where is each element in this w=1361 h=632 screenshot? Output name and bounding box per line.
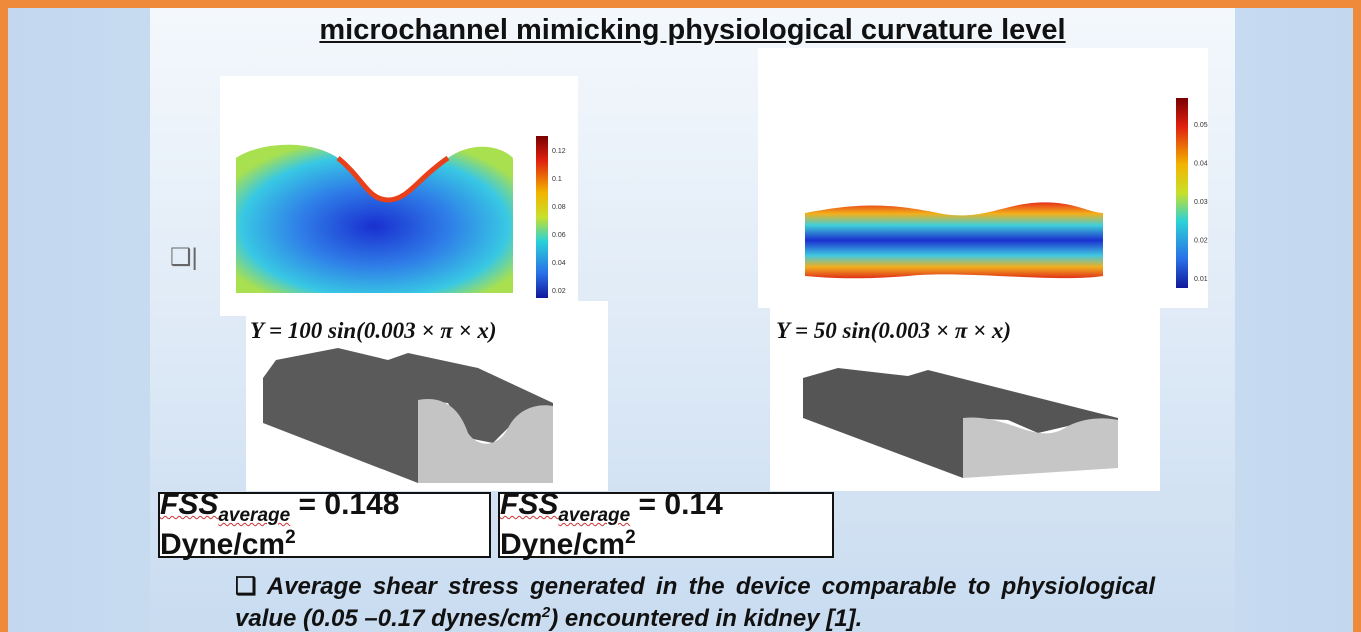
colorbar-label: 0.06: [552, 232, 566, 239]
superscript: 2: [542, 604, 550, 621]
colorbar-label: 0.04: [552, 260, 566, 267]
superscript: 2: [285, 527, 296, 548]
colorbar-label: 0.08: [552, 204, 566, 211]
subscript: average: [218, 505, 290, 526]
colorbar-label: 0.05: [1194, 122, 1208, 129]
figures: 0.12 0.1 0.08 0.06 0.04 0.02 0.05 0.04 0.03 0.02…: [150, 8, 1235, 568]
equation: Y = 100 sin(0.003 × π × x): [250, 318, 497, 344]
result-box: FSSaverage = 0.148 Dyne/cm2: [158, 492, 491, 558]
slide: microchannel mimicking physiological cur…: [150, 8, 1235, 632]
superscript: 2: [625, 527, 636, 548]
page: microchannel mimicking physiological cur…: [0, 0, 1361, 632]
symbol: FSS: [500, 488, 558, 521]
bullet: ❑: [235, 573, 257, 600]
result-box: FSSaverage = 0.14 Dyne/cm2: [498, 492, 834, 558]
note-text: ) encountered in kidney [1].: [550, 605, 862, 632]
colorbar-label: 0.04: [1194, 160, 1208, 167]
colorbar-label: 0.02: [552, 288, 566, 295]
subscript: average: [558, 505, 630, 526]
colorbar-label: 0.01: [1194, 276, 1208, 283]
result: FSSaverage = 0.14 Dyne/cm2: [500, 488, 832, 562]
colorbar-label: 0.12: [552, 148, 566, 155]
note: ❑ Average shear stress generated in the …: [235, 571, 1155, 632]
colorbar: [1176, 98, 1188, 288]
colorbar-label: 0.02: [1194, 237, 1208, 244]
equation: Y = 50 sin(0.003 × π × x): [776, 318, 1011, 344]
symbol: FSS: [160, 488, 218, 521]
colorbar-label: 0.03: [1194, 199, 1208, 206]
colorbar-label: 0.1: [552, 176, 562, 183]
result: FSSaverage = 0.148 Dyne/cm2: [160, 488, 489, 562]
colorbar: [536, 136, 548, 298]
